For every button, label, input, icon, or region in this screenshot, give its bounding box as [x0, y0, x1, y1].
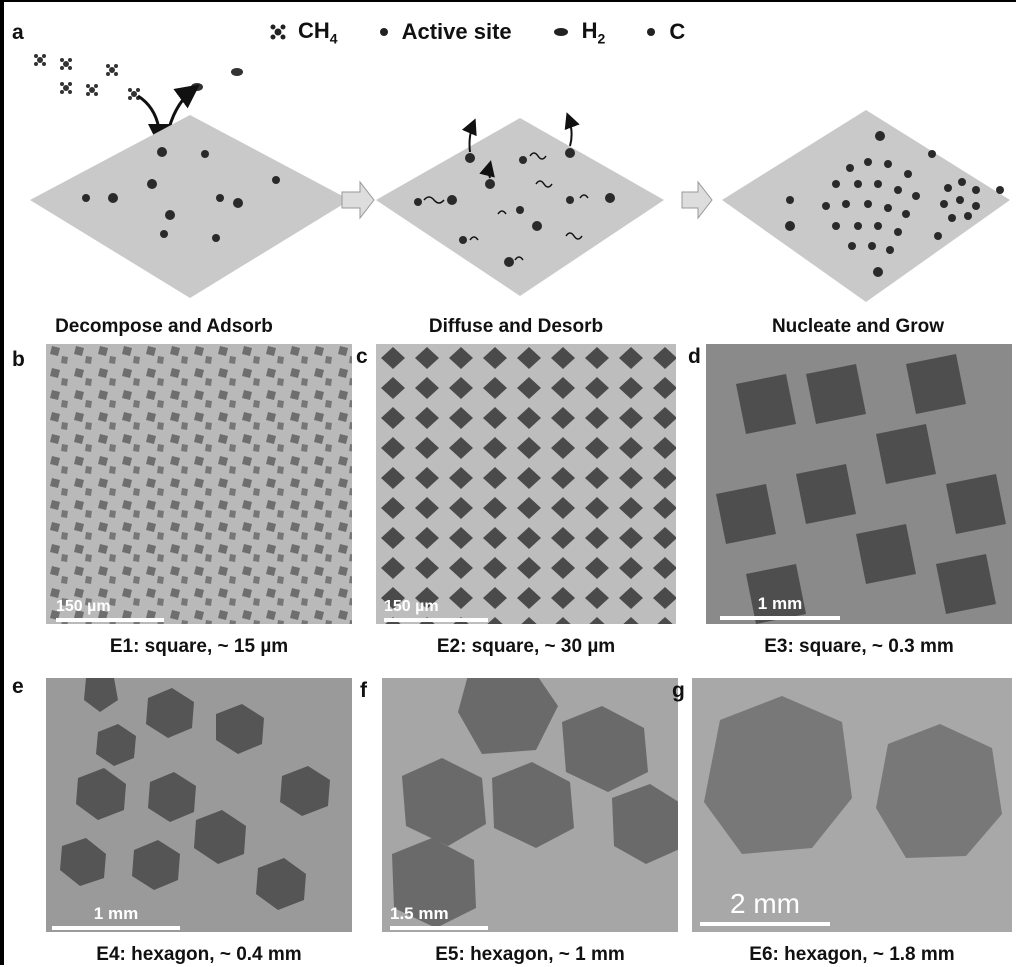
panel-letter-g: g — [672, 679, 685, 702]
legend-item-methane: CH4 — [270, 18, 338, 46]
scale-label-g: 2 mm — [730, 888, 800, 919]
legend-label-active-site: Active site — [401, 19, 512, 45]
legend-label-methane: CH4 — [298, 18, 338, 47]
caption-g: E6: hexagon, ~ 1.8 mm — [749, 944, 955, 965]
scale-line-b — [56, 618, 164, 622]
micrograph-g — [692, 678, 1012, 932]
growth-schematic — [30, 54, 1010, 302]
panel-letter-d: d — [688, 345, 701, 368]
legend-item-hydrogen: H2 — [552, 18, 606, 47]
scale-label-c: 150 µm — [384, 598, 439, 615]
scale-label-b: 150 µm — [56, 598, 111, 615]
panel-letter-e: e — [12, 675, 24, 698]
panel-letter-c: c — [356, 345, 368, 368]
caption-d: E3: square, ~ 0.3 mm — [764, 636, 954, 657]
active-site-icon — [379, 28, 388, 37]
scale-bar-b: 150 µm — [56, 598, 164, 622]
panel-letter-a: a — [12, 21, 24, 44]
micrograph-d — [706, 344, 1012, 624]
micrograph-c — [376, 344, 676, 624]
scale-bar-e: 1 mm — [52, 904, 180, 930]
legend: CH4 Active site H2 C — [270, 18, 725, 46]
caption-c: E2: square, ~ 30 µm — [436, 636, 616, 657]
micrograph-f-domains — [392, 678, 678, 928]
caption-f: E5: hexagon, ~ 1 mm — [435, 944, 625, 965]
micrograph-b — [46, 344, 352, 624]
micrograph-f — [382, 678, 678, 932]
panel-letter-b: b — [12, 348, 25, 371]
step-label-diffuse: Diffuse and Desorb — [428, 316, 604, 337]
scale-line-f — [390, 926, 488, 930]
methane-icon — [270, 24, 286, 40]
scale-line-d — [720, 616, 840, 620]
scale-line-g — [700, 922, 830, 926]
micrograph-g-domains — [704, 696, 1002, 858]
micrograph-d-domains — [716, 354, 1006, 624]
scale-label-d: 1 mm — [757, 594, 803, 613]
scale-line-e — [52, 926, 180, 930]
scale-line-c — [384, 618, 488, 622]
caption-b: E1: square, ~ 15 µm — [109, 636, 289, 657]
legend-label-hydrogen: H2 — [581, 18, 606, 47]
legend-label-carbon: C — [669, 19, 686, 45]
scale-bar-g: 2 mm — [700, 888, 830, 926]
carbon-icon — [647, 28, 656, 37]
scale-label-e: 1 mm — [93, 904, 139, 923]
methane-molecules — [34, 54, 140, 100]
scale-bar-c: 150 µm — [384, 598, 488, 622]
micrograph-b-domains — [46, 344, 352, 624]
micrograph-c-domains — [376, 344, 676, 624]
step-label-decompose: Decompose and Adsorb — [55, 316, 273, 337]
scale-bar-f: 1.5 mm — [390, 904, 488, 930]
panel-letter-f: f — [360, 679, 367, 702]
micrograph-e-domains — [60, 678, 330, 910]
scale-bar-d: 1 mm — [720, 594, 840, 620]
legend-item-carbon: C — [645, 19, 685, 45]
scale-label-f: 1.5 mm — [390, 904, 449, 923]
step-label-nucleate: Nucleate and Grow — [771, 316, 945, 337]
micrograph-e — [46, 678, 352, 932]
hydrogen-icon — [553, 28, 568, 37]
caption-e: E4: hexagon, ~ 0.4 mm — [96, 944, 302, 965]
legend-item-active-site: Active site — [378, 19, 512, 45]
